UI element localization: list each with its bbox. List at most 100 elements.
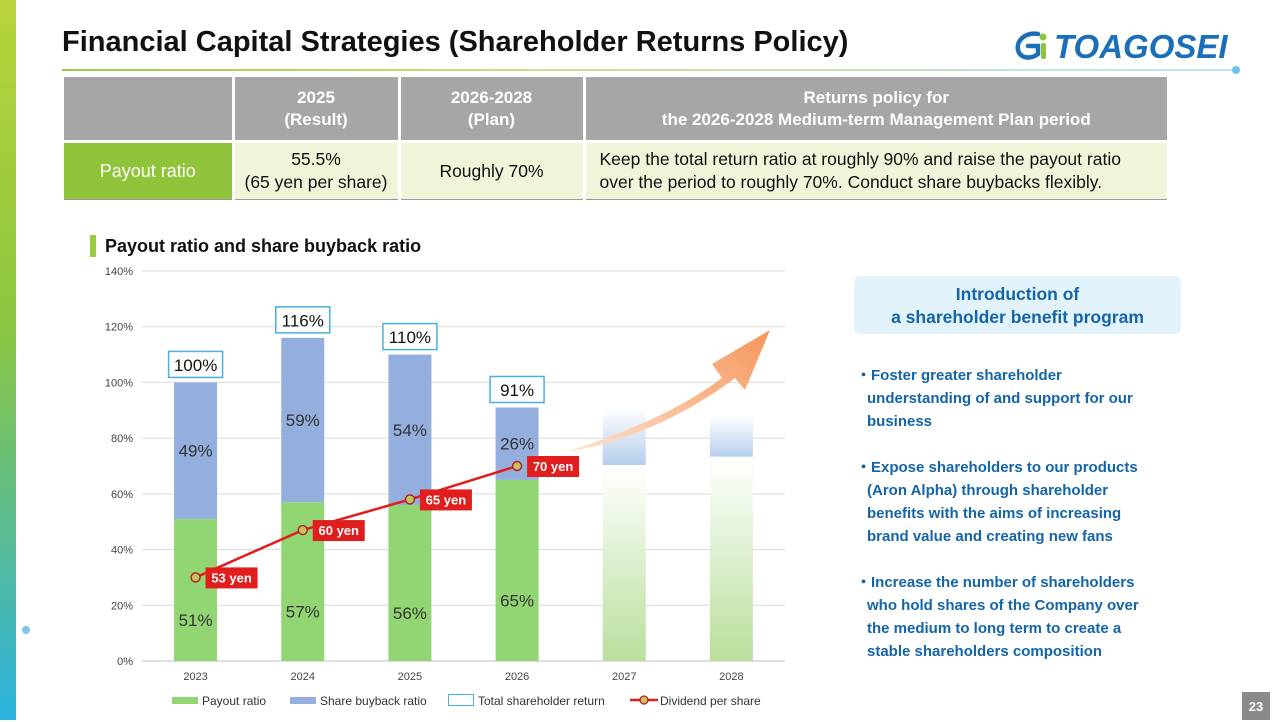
bullet-2-line4: brand value and creating new fans (867, 528, 1113, 545)
bar-payout-label: 51% (179, 611, 213, 630)
y-tick-label: 0% (117, 656, 133, 668)
x-tick-label: 2028 (719, 671, 743, 683)
dividend-label: 70 yen (533, 459, 574, 474)
title-underline (62, 69, 1236, 71)
bullet-1-line2: understanding of and support for our (867, 390, 1133, 407)
logo-mark-icon (1015, 31, 1047, 60)
cell-2025-dividend: (65 yen per share) (244, 172, 388, 192)
bar-buyback-label: 26% (500, 435, 534, 454)
dividend-label: 53 yen (211, 570, 252, 585)
header-2026-2028: 2026-2028 (Plan) (399, 77, 586, 142)
total-return-box (382, 322, 438, 351)
benefit-program-box: Introduction of a shareholder benefit pr… (854, 276, 1181, 334)
x-tick-label: 2026 (505, 671, 529, 683)
bar-payout-label: 65% (500, 591, 534, 610)
dividend-line (195, 464, 518, 579)
bullet-1-line3: business (867, 413, 933, 430)
dividend-label-box (419, 489, 472, 511)
bar-buyback (174, 382, 218, 519)
legend-payout-label: Payout ratio (202, 694, 267, 708)
payout-buyback-chart: 0% 20% 40% 60% 80% 100% 120% 140% 2023 2024 2025 20… (105, 266, 785, 683)
table-row: Payout ratio 55.5% (65 yen per share) Rou… (64, 140, 1170, 200)
benefit-title-line1: Introduction of (955, 284, 1080, 304)
total-return-label: 91% (500, 381, 534, 400)
dividend-label: 65 yen (426, 492, 467, 507)
bullet-2-line3: benefits with the aims of increasing (867, 505, 1122, 522)
benefit-bullets: ・Foster greater shareholder understandin… (856, 364, 1186, 686)
title-underline-dot (1232, 66, 1240, 74)
list-item: ・Increase the number of shareholders who… (856, 571, 1186, 663)
dividend-point (297, 524, 308, 536)
bar-buyback-label: 49% (179, 442, 213, 461)
legend-payout-swatch (172, 697, 198, 704)
legend-total-swatch (448, 694, 474, 706)
bullet-3-line4: stable shareholders composition (867, 643, 1103, 660)
y-tick-label: 80% (111, 433, 133, 445)
bar-buyback (388, 354, 432, 505)
policy-line1: Keep the total return ratio at roughly 9… (599, 149, 1121, 169)
bullet-1-line1: ・Foster greater shareholder (856, 367, 1062, 384)
company-logo: TOAGOSEI (1012, 28, 1242, 65)
header-policy-line2: the 2026-2028 Medium-term Management Pla… (661, 109, 1091, 129)
bar-buyback-label: 54% (393, 421, 427, 440)
dividend-label-box (205, 567, 258, 589)
page-title: Financial Capital Strategies (Shareholde… (62, 26, 849, 58)
header-2025: 2025 (Result) (233, 77, 401, 142)
total-return-box (275, 306, 331, 334)
header-policy-line1: Returns policy for (803, 87, 949, 107)
dividend-label: 60 yen (319, 523, 360, 538)
header-returns-policy: Returns policy for the 2026-2028 Medium-t… (584, 77, 1170, 142)
bar-payout (709, 457, 753, 661)
page-number: 23 (1242, 692, 1270, 720)
bar-buyback (709, 415, 753, 458)
x-tick-label: 2025 (398, 671, 422, 683)
bar-payout (174, 518, 218, 661)
policy-line2: over the period to roughly 70%. Conduct … (599, 172, 1103, 192)
bullet-3-line3: the medium to long term to create a (867, 620, 1122, 637)
list-item: ・Foster greater shareholder understandin… (856, 364, 1186, 433)
legend-dividend-swatch (630, 695, 658, 705)
x-tick-label: 2027 (612, 671, 636, 683)
cell-2025-ratio: 55.5% (291, 149, 341, 169)
bullet-3-line1: ・Increase the number of shareholders (856, 574, 1135, 591)
y-tick-label: 40% (111, 545, 133, 557)
benefit-title-line2: a shareholder benefit program (891, 307, 1144, 327)
left-accent-bar (0, 0, 16, 720)
bullet-2-line1: ・Expose shareholders to our products (856, 459, 1138, 476)
returns-policy-table: 2025 (Result) 2026-2028 (Plan) Returns pol… (64, 77, 1170, 200)
total-return-box (489, 375, 545, 404)
legend-total-label: Total shareholder return (478, 694, 605, 708)
total-return-box (167, 350, 224, 379)
chart-heading-marker (90, 235, 96, 257)
y-tick-label: 100% (105, 377, 133, 389)
row-label-payout: Payout ratio (64, 140, 235, 200)
bullet-2-line2: (Aron Alpha) through shareholder (867, 482, 1109, 499)
y-tick-label: 120% (105, 322, 133, 334)
bar-buyback-label: 59% (286, 411, 320, 430)
bullet-3-line2: who hold shares of the Company over (867, 597, 1139, 614)
chart-heading-text: Payout ratio and share buyback ratio (105, 236, 422, 256)
legend-buyback-swatch (290, 697, 316, 704)
bar-payout-label: 56% (393, 604, 427, 623)
bar-payout-label: 57% (286, 603, 320, 622)
dividend-point (190, 572, 201, 583)
header-plan-note: (Plan) (467, 109, 516, 129)
y-tick-label: 60% (111, 489, 133, 501)
cell-2025-result: 55.5% (65 yen per share) (233, 140, 401, 200)
bar-payout (495, 479, 539, 661)
total-return-label: 110% (389, 328, 431, 347)
header-2025-year: 2025 (297, 87, 335, 107)
total-return-label: 100% (174, 356, 217, 375)
logo-text: TOAGOSEI (1054, 28, 1228, 65)
x-tick-label: 2024 (291, 671, 315, 683)
dividend-point (511, 460, 523, 472)
dividend-point (404, 494, 416, 505)
legend-buyback-label: Share buyback ratio (320, 694, 427, 708)
bar-buyback (281, 337, 325, 503)
header-2025-note: (Result) (284, 109, 348, 129)
list-item: ・Expose shareholders to our products (Ar… (856, 456, 1186, 548)
cell-plan-value: Roughly 70% (399, 140, 586, 200)
legend-dividend-label: Dividend per share (660, 694, 761, 708)
total-return-label: 116% (282, 311, 324, 330)
table-corner-cell (64, 77, 235, 142)
